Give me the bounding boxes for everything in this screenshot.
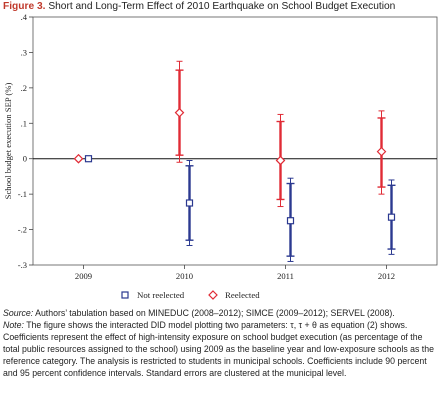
x-tick-label: 2012 [378,271,395,281]
legend-label-reelected: Reelected [225,290,260,300]
y-tick-label: 0 [23,154,27,164]
source-label: Source: [3,308,34,318]
note-label: Note: [3,320,24,331]
y-tick-label: -.1 [18,189,27,199]
y-tick-label: .1 [21,118,27,128]
coefficient-plot: .4 .3 .2 .1 0 -.1 -.2 -.3 School budget executio… [3,14,438,300]
figure-title: Figure 3. Short and Long-Term Effect of … [3,1,439,12]
y-axis-title: School budget execution SEP (%) [3,83,13,200]
not-reelected-point [286,217,295,225]
y-tick-label: .3 [21,47,27,57]
plot-frame [32,16,438,266]
y-tick-label: .2 [21,83,27,93]
x-tick-label: 2011 [277,271,294,281]
y-tick-label: -.2 [18,225,27,235]
note-text: The figure shows the interacted DID mode… [3,320,434,379]
x-tick-label: 2009 [75,271,92,281]
method-note: Note: The figure shows the interacted DI… [3,319,437,379]
figure-notes: Source: Authors’ tabulation based on MIN… [3,307,437,380]
not-reelected-point [84,155,93,163]
source-text: Authors’ tabulation based on MINEDUC (20… [33,308,395,318]
legend-marker-not-reelected [121,291,129,299]
x-tick-label: 2010 [176,271,193,281]
not-reelected-point [387,213,396,221]
not-reelected-point [185,199,194,207]
reelected-point [376,146,387,157]
y-tick-label: -.3 [18,260,27,270]
figure-title-text: Short and Long-Term Effect of 2010 Earth… [48,1,396,12]
reelected-point [275,155,286,166]
source-note: Source: Authors’ tabulation based on MIN… [3,307,437,319]
reelected-point [174,107,185,118]
y-tick-label: .4 [21,14,28,22]
legend-label-not-reelected: Not reelected [137,290,185,300]
reelected-point [73,153,84,164]
legend-marker-reelected [208,290,218,300]
figure-label: Figure 3. [3,1,46,12]
